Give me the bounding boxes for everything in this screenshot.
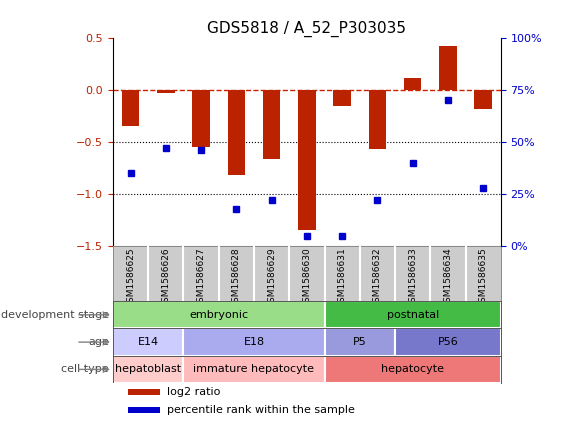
- Bar: [395, 329, 501, 356]
- Bar: [439, 47, 457, 90]
- Bar: [157, 90, 175, 93]
- Text: GSM1586631: GSM1586631: [338, 247, 347, 308]
- Bar: [113, 329, 184, 356]
- Text: GSM1586628: GSM1586628: [232, 247, 241, 308]
- Bar: [129, 389, 160, 395]
- Text: percentile rank within the sample: percentile rank within the sample: [167, 405, 355, 415]
- Bar: [184, 329, 324, 356]
- Text: P5: P5: [353, 337, 367, 347]
- Bar: [184, 356, 324, 383]
- Bar: [228, 90, 245, 175]
- Bar: [122, 90, 140, 126]
- Bar: [324, 301, 501, 329]
- Text: age: age: [88, 337, 109, 347]
- Text: E18: E18: [243, 337, 265, 347]
- Text: GSM1586627: GSM1586627: [197, 247, 206, 308]
- Text: embryonic: embryonic: [189, 310, 248, 320]
- Text: cell type: cell type: [61, 364, 109, 374]
- Bar: [324, 356, 501, 383]
- Text: hepatocyte: hepatocyte: [381, 364, 444, 374]
- Text: E14: E14: [138, 337, 159, 347]
- Bar: [192, 90, 210, 147]
- Text: GSM1586632: GSM1586632: [373, 247, 382, 308]
- Bar: [404, 77, 422, 90]
- Text: immature hepatocyte: immature hepatocyte: [193, 364, 314, 374]
- Text: P56: P56: [438, 337, 459, 347]
- Text: postnatal: postnatal: [387, 310, 439, 320]
- Bar: [113, 356, 184, 383]
- Bar: [369, 90, 386, 149]
- Bar: [298, 90, 316, 231]
- Title: GDS5818 / A_52_P303035: GDS5818 / A_52_P303035: [207, 20, 406, 37]
- Text: GSM1586633: GSM1586633: [408, 247, 417, 308]
- Text: GSM1586629: GSM1586629: [267, 247, 276, 308]
- Bar: [334, 90, 351, 106]
- Text: GSM1586625: GSM1586625: [126, 247, 135, 308]
- Text: log2 ratio: log2 ratio: [167, 387, 220, 397]
- Text: development stage: development stage: [1, 310, 109, 320]
- Bar: [129, 407, 160, 413]
- Bar: [113, 301, 324, 329]
- Bar: [324, 329, 395, 356]
- Text: GSM1586634: GSM1586634: [444, 247, 452, 308]
- Bar: [263, 90, 280, 159]
- Text: GSM1586635: GSM1586635: [479, 247, 488, 308]
- Bar: [474, 90, 492, 109]
- Text: GSM1586630: GSM1586630: [302, 247, 312, 308]
- Text: GSM1586626: GSM1586626: [162, 247, 170, 308]
- Text: hepatoblast: hepatoblast: [115, 364, 181, 374]
